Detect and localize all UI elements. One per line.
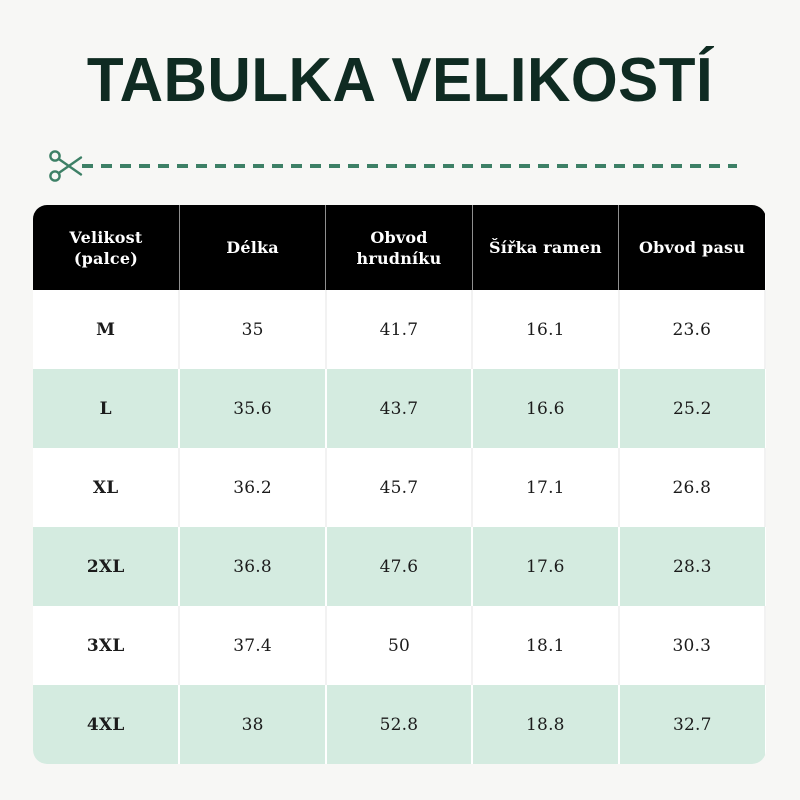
column-header-length: Délka — [179, 205, 327, 290]
cell-waist: 30.3 — [618, 606, 766, 685]
cell-chest: 47.6 — [325, 527, 474, 606]
size-chart-table-container: Velikost (palce) Délka Obvod hrudníku Ší… — [33, 205, 766, 764]
cell-shoulder: 16.6 — [472, 369, 620, 448]
cell-size: XL — [33, 448, 181, 527]
column-header-shoulder: Šířka ramen — [472, 205, 620, 290]
cell-length: 35 — [179, 290, 327, 369]
cell-length: 37.4 — [179, 606, 327, 685]
column-header-size: Velikost (palce) — [33, 205, 180, 290]
column-header-waist: Obvod pasu — [639, 238, 746, 257]
cell-waist: 32.7 — [672, 714, 712, 735]
column-header-chest: Obvod hrudníku — [325, 205, 473, 290]
cell-chest: 50 — [325, 606, 474, 685]
cell-chest: 43.7 — [325, 369, 474, 448]
cell-chest: 52.8 — [325, 685, 474, 764]
table-header: Velikost (palce) Délka Obvod hrudníku Ší… — [33, 205, 765, 290]
cell-waist: 26.8 — [618, 448, 766, 527]
cell-size: 2XL — [33, 527, 181, 606]
table-row: 3XL 37.4 50 18.1 30.3 — [33, 606, 766, 685]
table-row: XL 36.2 45.7 17.1 26.8 — [33, 448, 766, 527]
cell-waist: 28.3 — [672, 556, 712, 577]
table-row: M 35 41.7 16.1 23.6 — [33, 290, 766, 369]
cell-length: 35.6 — [179, 369, 327, 448]
cell-shoulder: 18.1 — [472, 606, 620, 685]
cell-shoulder: 16.1 — [472, 290, 620, 369]
column-header-chest-line2: hrudníku — [356, 248, 442, 268]
scissors-icon — [49, 150, 83, 182]
size-chart-table: Velikost (palce) Délka Obvod hrudníku Ší… — [33, 205, 766, 764]
cell-shoulder: 18.8 — [472, 685, 620, 764]
column-header-size-line2: (palce) — [73, 248, 138, 268]
cell-size: 4XL — [33, 685, 181, 764]
cell-length: 36.8 — [179, 527, 327, 606]
cell-waist: 25.2 — [672, 398, 712, 419]
dashed-cut-line — [82, 164, 737, 168]
cell-size: L — [33, 369, 181, 448]
column-header-chest-line1: Obvod — [370, 227, 428, 247]
cell-waist: 23.6 — [618, 290, 766, 369]
table-row: 4XL 38 52.8 18.8 32.7 — [33, 685, 765, 764]
cell-shoulder: 17.1 — [472, 448, 620, 527]
cell-shoulder: 17.6 — [472, 527, 620, 606]
table-body: M 35 41.7 16.1 23.6 L 35.6 43.7 16.6 25.… — [33, 290, 766, 764]
cell-size: M — [33, 290, 181, 369]
cell-length: 36.2 — [179, 448, 327, 527]
table-row: 2XL 36.8 47.6 17.6 28.3 — [33, 527, 765, 606]
cell-chest: 45.7 — [325, 448, 474, 527]
cut-line — [48, 146, 748, 186]
cell-chest: 41.7 — [325, 290, 474, 369]
header-row: Velikost (palce) Délka Obvod hrudníku Ší… — [33, 205, 765, 290]
cell-size: 3XL — [33, 606, 181, 685]
table-row: L 35.6 43.7 16.6 25.2 — [33, 369, 765, 448]
column-header-size-line1: Velikost — [69, 227, 143, 247]
cell-length: 38 — [179, 685, 327, 764]
page-title: TABULKA VELIKOSTÍ — [86, 46, 714, 115]
